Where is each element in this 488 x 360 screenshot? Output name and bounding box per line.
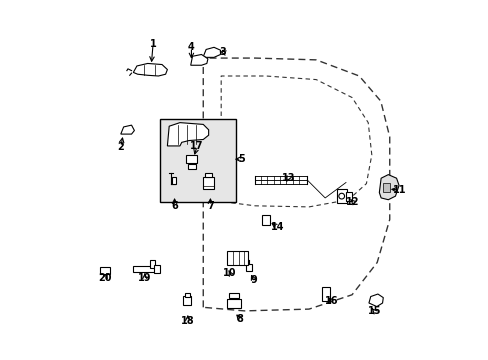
Text: 7: 7: [206, 201, 213, 211]
Bar: [100, 267, 109, 274]
Text: 20: 20: [99, 273, 112, 283]
Circle shape: [188, 158, 191, 161]
Bar: [322, 287, 329, 301]
Text: 4: 4: [188, 42, 194, 52]
Bar: [337, 189, 346, 203]
Bar: [186, 155, 197, 163]
Circle shape: [192, 158, 195, 161]
Text: 15: 15: [367, 306, 380, 316]
Text: 9: 9: [249, 275, 256, 285]
Text: 12: 12: [346, 197, 359, 207]
Text: 8: 8: [236, 314, 243, 324]
Bar: [228, 293, 238, 298]
Polygon shape: [190, 54, 207, 65]
Text: 2: 2: [117, 142, 124, 152]
Bar: [183, 296, 191, 305]
Circle shape: [338, 193, 344, 199]
Bar: [383, 183, 389, 192]
Bar: [187, 164, 195, 169]
Circle shape: [185, 301, 188, 305]
Polygon shape: [368, 294, 383, 307]
Polygon shape: [133, 63, 167, 76]
Text: 3: 3: [219, 47, 226, 57]
Polygon shape: [379, 175, 398, 200]
Bar: [205, 173, 211, 177]
Text: 18: 18: [181, 316, 194, 325]
Text: 5: 5: [238, 154, 244, 164]
Text: 6: 6: [171, 201, 178, 211]
Text: 11: 11: [392, 185, 406, 195]
Bar: [262, 215, 269, 225]
Text: 10: 10: [223, 268, 236, 278]
Text: 17: 17: [190, 141, 203, 151]
Bar: [345, 192, 351, 201]
Polygon shape: [227, 251, 247, 265]
Text: 1: 1: [149, 40, 156, 49]
Bar: [160, 119, 235, 202]
Text: 14: 14: [270, 222, 284, 232]
Text: 16: 16: [324, 296, 338, 306]
Bar: [184, 293, 189, 297]
Polygon shape: [167, 123, 208, 146]
Polygon shape: [121, 125, 134, 134]
Text: 13: 13: [281, 173, 294, 183]
Polygon shape: [203, 47, 220, 57]
Bar: [133, 266, 155, 272]
Bar: [149, 260, 155, 267]
Bar: [226, 299, 241, 308]
Bar: [153, 265, 159, 273]
Text: 19: 19: [138, 273, 151, 283]
Bar: [246, 264, 251, 271]
Bar: [203, 177, 214, 189]
Bar: [171, 177, 176, 184]
